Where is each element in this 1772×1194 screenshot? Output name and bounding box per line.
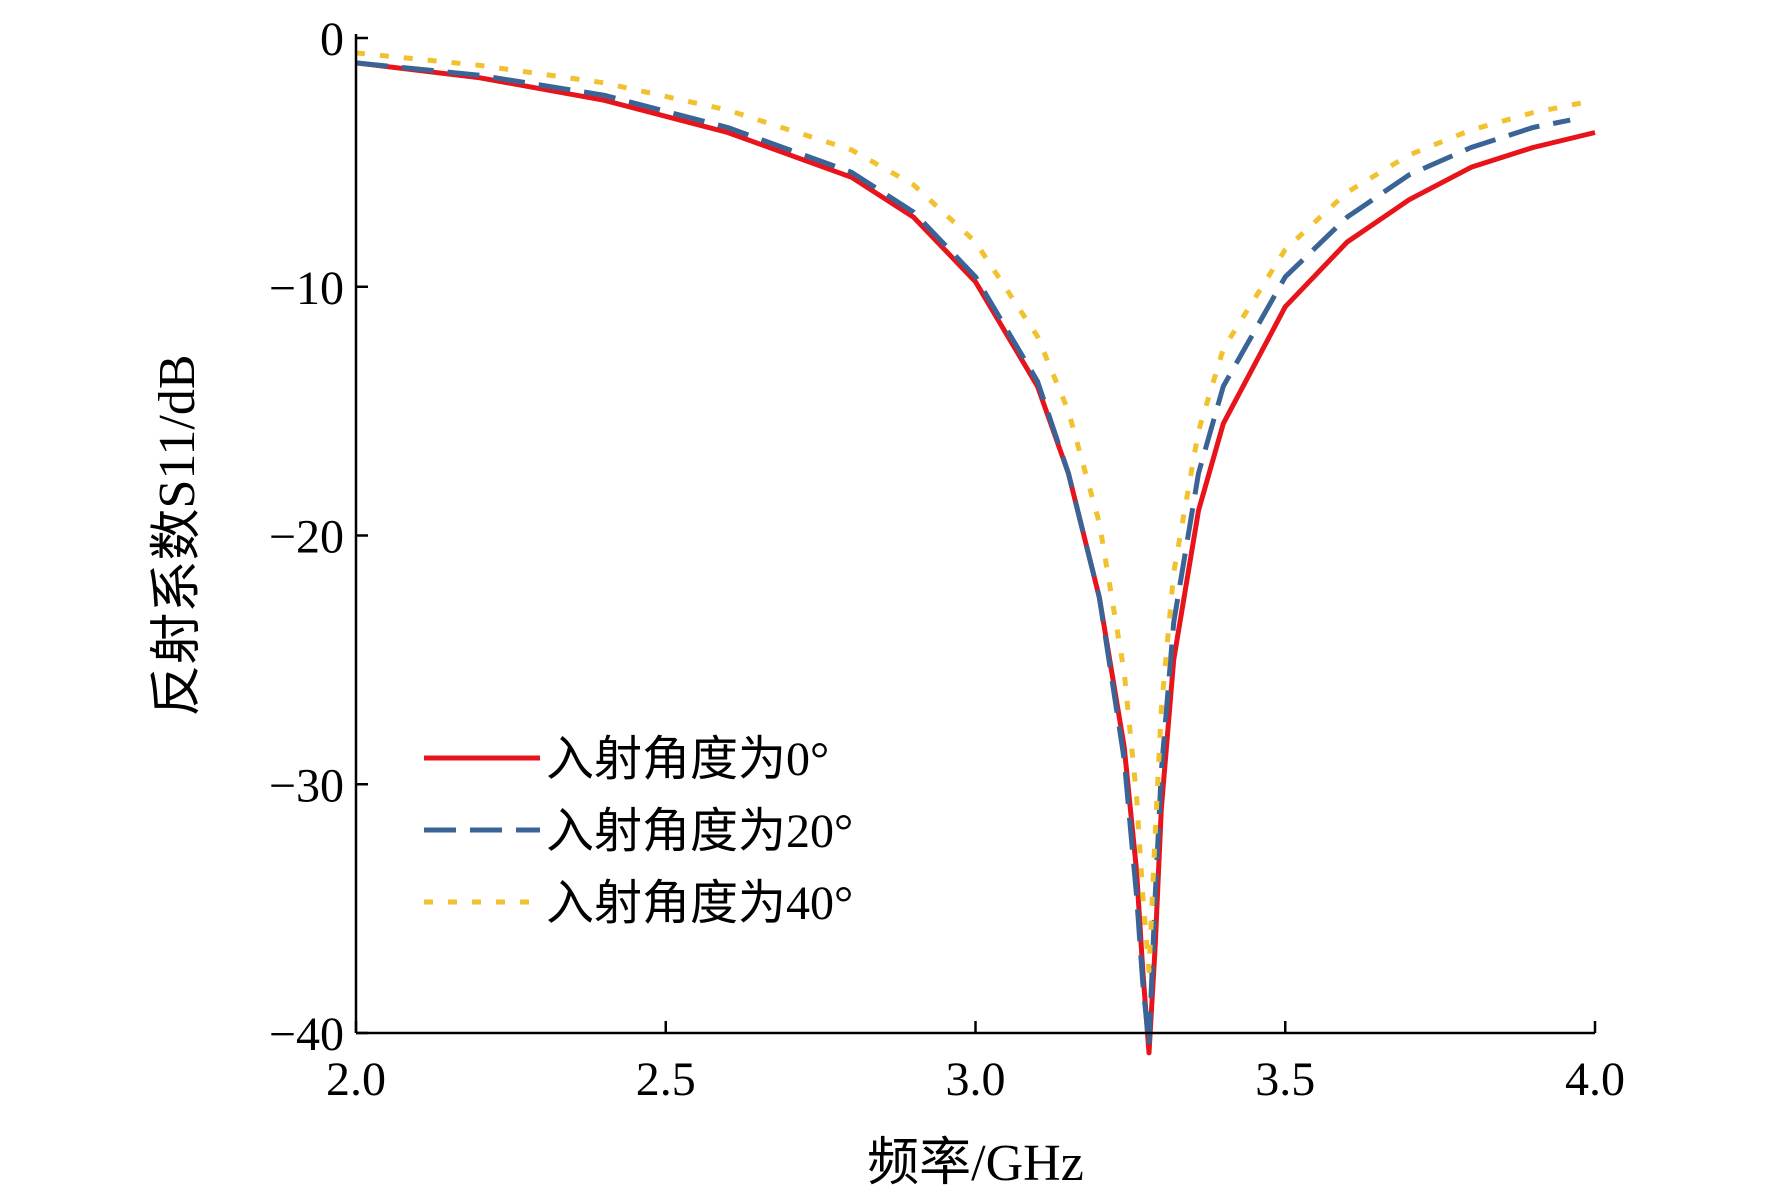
y-tick-label: 0	[320, 13, 344, 66]
series-line-0	[355, 60, 1596, 1056]
x-tick-label: 3.0	[946, 1053, 1006, 1106]
ticks: 2.0 2.5 3.0 3.5 4.0 0 −10 −20 −30 −40	[269, 13, 1625, 1106]
x-tick-label: 4.0	[1565, 1053, 1625, 1106]
x-axis-title: 频率/GHz	[867, 1135, 1084, 1192]
legend-label-1: 入射角度为20°	[546, 805, 853, 858]
axes	[354, 34, 1595, 1035]
x-tick-label: 2.5	[636, 1053, 696, 1106]
x-tick-label: 3.5	[1255, 1053, 1315, 1106]
series-line-2	[355, 50, 1584, 974]
y-tick-label: −30	[269, 759, 344, 812]
legend-label-0: 入射角度为0°	[546, 733, 829, 786]
x-tick-label: 2.0	[326, 1053, 386, 1106]
y-axis-title: 反射系数S11/dB	[149, 354, 206, 716]
y-tick-label: −40	[269, 1008, 344, 1061]
legend-label-2: 入射角度为40°	[546, 877, 853, 930]
legend: 入射角度为0° 入射角度为20° 入射角度为40°	[424, 733, 853, 930]
series-layer	[355, 50, 1596, 1056]
series-line-1	[355, 60, 1571, 1048]
y-tick-label: −20	[269, 511, 344, 564]
y-tick-label: −10	[269, 262, 344, 315]
